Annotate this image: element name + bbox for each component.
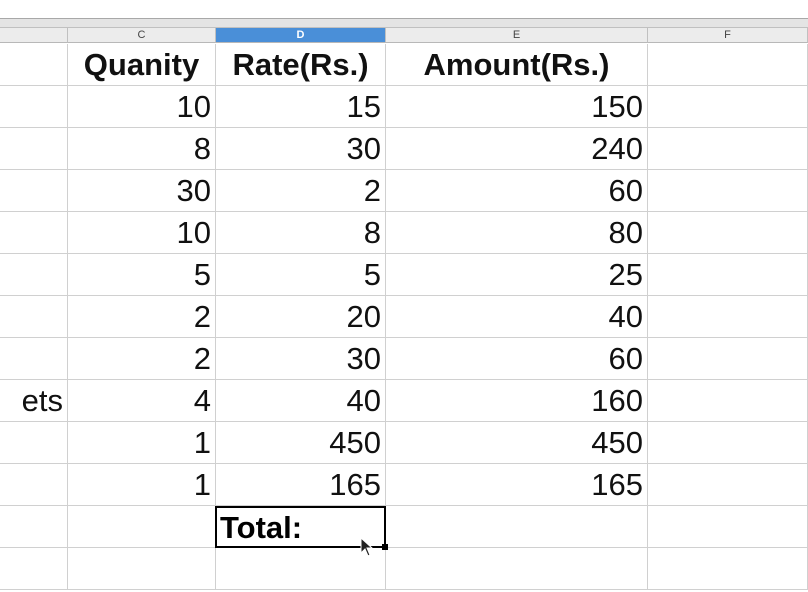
cell-rate[interactable]: 5 [216,254,386,296]
column-header-e[interactable]: E [386,28,648,43]
cell-qty[interactable]: 1 [68,464,216,506]
header-row: Quanity Rate(Rs.) Amount(Rs.) [0,44,808,86]
cell-rate[interactable] [216,548,386,590]
cell-rate[interactable]: 40 [216,380,386,422]
cell-b[interactable] [0,254,68,296]
cell-qty[interactable] [68,548,216,590]
sheet-top-border [0,19,808,28]
table-row: 5 5 25 [0,254,808,296]
table-row: 8 30 240 [0,128,808,170]
cell-rate[interactable]: 2 [216,170,386,212]
cell[interactable] [648,44,808,86]
cell[interactable] [648,548,808,590]
cell-amount[interactable]: 450 [386,422,648,464]
header-quantity[interactable]: Quanity [68,44,216,86]
cell-qty[interactable]: 10 [68,86,216,128]
cell-rate[interactable]: 165 [216,464,386,506]
empty-row [0,506,808,548]
cell-amount[interactable]: 25 [386,254,648,296]
table-row: 1 450 450 [0,422,808,464]
cell-b[interactable] [0,548,68,590]
cell[interactable] [648,296,808,338]
column-header-b[interactable] [0,28,68,43]
cell-rate[interactable]: 30 [216,338,386,380]
cell-qty[interactable]: 8 [68,128,216,170]
toolbar-area [0,0,808,19]
cell[interactable] [648,506,808,548]
cell-b[interactable] [0,212,68,254]
cell-qty[interactable]: 4 [68,380,216,422]
cell-qty[interactable]: 2 [68,338,216,380]
cell[interactable] [648,212,808,254]
cell-rate[interactable]: 8 [216,212,386,254]
cell-qty[interactable] [68,506,216,548]
cell-qty[interactable]: 30 [68,170,216,212]
cell-b[interactable] [0,86,68,128]
cell[interactable] [648,128,808,170]
cell-b[interactable] [0,506,68,548]
mouse-cursor-icon [360,537,374,557]
cell-amount[interactable]: 165 [386,464,648,506]
table-row: 2 30 60 [0,338,808,380]
table-row: 10 15 150 [0,86,808,128]
cell-qty[interactable]: 1 [68,422,216,464]
table-row: ets 4 40 160 [0,380,808,422]
cell[interactable] [648,464,808,506]
cell[interactable] [648,86,808,128]
empty-row [0,548,808,590]
cell-b[interactable] [0,422,68,464]
cell-rate[interactable]: 15 [216,86,386,128]
cell-b[interactable] [0,464,68,506]
header-rate[interactable]: Rate(Rs.) [216,44,386,86]
table-row: 2 20 40 [0,296,808,338]
table-row: 30 2 60 [0,170,808,212]
cell-rate[interactable]: 20 [216,296,386,338]
cell-rate[interactable]: 30 [216,128,386,170]
table-row: 10 8 80 [0,212,808,254]
cell-b[interactable] [0,338,68,380]
total-label-cell[interactable]: Total: [215,506,386,548]
cell-b[interactable] [0,170,68,212]
column-header-d[interactable]: D [216,28,386,43]
cell-qty[interactable]: 10 [68,212,216,254]
cell-amount[interactable]: 40 [386,296,648,338]
cell[interactable] [648,170,808,212]
cell-amount[interactable]: 60 [386,338,648,380]
header-amount[interactable]: Amount(Rs.) [386,44,648,86]
table-row: 1 165 165 [0,464,808,506]
column-header-f[interactable]: F [648,28,808,43]
cell-amount[interactable]: 240 [386,128,648,170]
cell-b[interactable] [0,128,68,170]
cell[interactable] [648,254,808,296]
cell[interactable] [648,380,808,422]
cell-b[interactable] [0,296,68,338]
cell-amount[interactable]: 160 [386,380,648,422]
cell[interactable] [648,422,808,464]
cell-rate[interactable]: 450 [216,422,386,464]
cell[interactable] [0,44,68,86]
column-header-c[interactable]: C [68,28,216,43]
cell-amount[interactable]: 150 [386,86,648,128]
cell-qty[interactable]: 5 [68,254,216,296]
cell-qty[interactable]: 2 [68,296,216,338]
cell-amount[interactable]: 80 [386,212,648,254]
cell-b[interactable]: ets [0,380,68,422]
cell-amount[interactable]: 60 [386,170,648,212]
cell-amount[interactable] [386,548,648,590]
fill-handle[interactable] [382,544,388,550]
cell[interactable] [648,338,808,380]
cell-amount[interactable] [386,506,648,548]
